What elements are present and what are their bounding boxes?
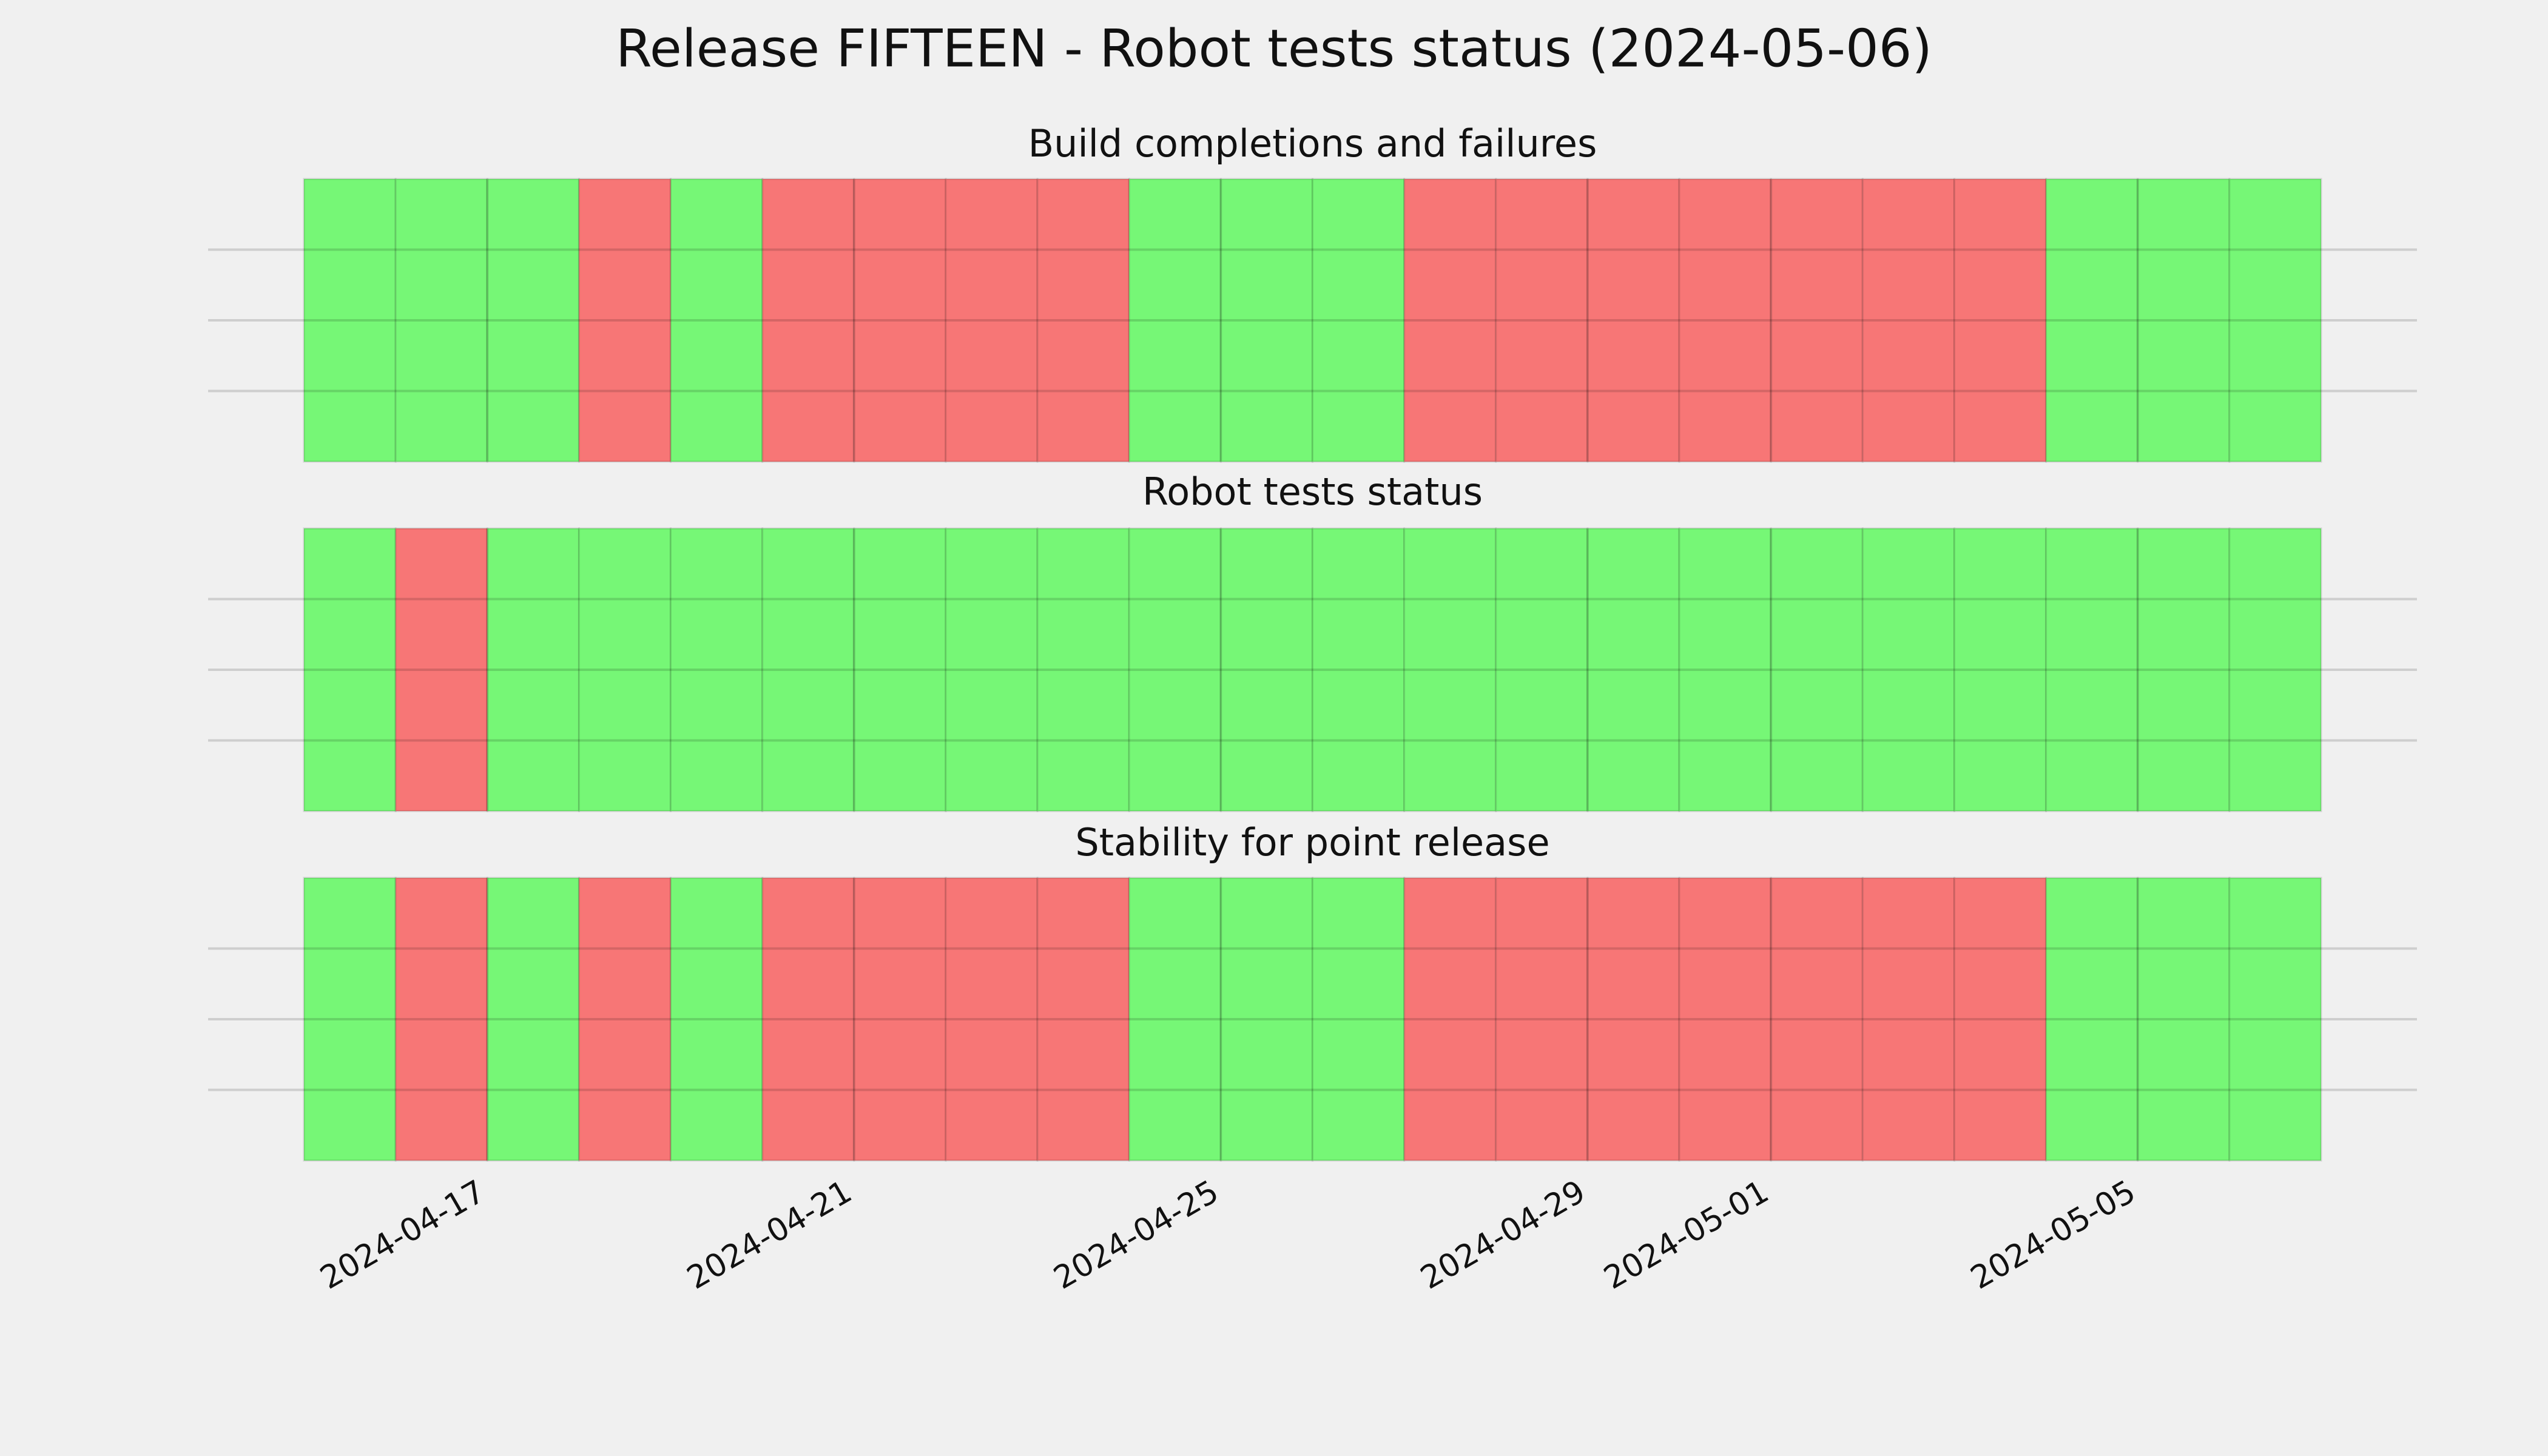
- panel-title: Robot tests status: [1142, 470, 1483, 514]
- status-cell: [2137, 877, 2231, 1162]
- status-cell: [1770, 178, 1864, 463]
- status-cell: [578, 877, 672, 1162]
- status-cell: [394, 877, 488, 1162]
- status-cell: [303, 178, 397, 463]
- x-tick-label: 2024-04-29: [1415, 1173, 1592, 1296]
- status-cell: [2045, 178, 2139, 463]
- status-cell: [2137, 527, 2231, 812]
- status-cell: [1861, 178, 1955, 463]
- status-cell: [1678, 527, 1772, 812]
- x-tick-label: 2024-05-01: [1598, 1173, 1775, 1296]
- status-cell: [945, 178, 1039, 463]
- status-cell: [2228, 178, 2322, 463]
- x-tick-label: 2024-04-25: [1048, 1173, 1225, 1296]
- status-cell: [1861, 527, 1955, 812]
- status-cell: [1128, 178, 1222, 463]
- status-cell: [486, 527, 580, 812]
- status-cell: [1036, 178, 1130, 463]
- panel-title: Stability for point release: [1075, 820, 1549, 864]
- status-cell: [486, 178, 580, 463]
- status-cell: [1403, 877, 1497, 1162]
- status-cell: [945, 877, 1039, 1162]
- status-cell: [670, 527, 764, 812]
- status-cell: [394, 527, 488, 812]
- status-cell: [2045, 527, 2139, 812]
- status-cell: [578, 178, 672, 463]
- status-cell: [761, 527, 855, 812]
- status-cell: [670, 877, 764, 1162]
- status-cell: [1312, 527, 1406, 812]
- status-cell: [1128, 527, 1222, 812]
- status-cell: [1678, 178, 1772, 463]
- status-cell: [2228, 877, 2322, 1162]
- status-cell: [1861, 877, 1955, 1162]
- status-cell: [1495, 527, 1589, 812]
- status-cell: [1219, 527, 1314, 812]
- status-cell: [1312, 178, 1406, 463]
- status-cell: [761, 877, 855, 1162]
- status-cell: [1403, 178, 1497, 463]
- x-tick-label: 2024-05-05: [1965, 1173, 2142, 1296]
- status-cell: [303, 877, 397, 1162]
- status-cell: [1219, 877, 1314, 1162]
- x-tick-label: 2024-04-17: [314, 1173, 491, 1296]
- status-cell: [1953, 877, 2048, 1162]
- status-cell: [853, 178, 947, 463]
- status-cell: [486, 877, 580, 1162]
- x-tick-label: 2024-04-21: [681, 1173, 858, 1296]
- panel-title: Build completions and failures: [1028, 121, 1597, 166]
- status-cell: [1586, 527, 1680, 812]
- chart-title: Release FIFTEEN - Robot tests status (20…: [616, 18, 1932, 79]
- status-cell: [853, 877, 947, 1162]
- status-cell: [1678, 877, 1772, 1162]
- status-cell: [2137, 178, 2231, 463]
- status-cell: [1770, 527, 1864, 812]
- status-cell: [394, 178, 488, 463]
- status-cell: [2045, 877, 2139, 1162]
- status-cell: [1036, 527, 1130, 812]
- status-cell: [303, 527, 397, 812]
- status-cell: [578, 527, 672, 812]
- status-cell: [761, 178, 855, 463]
- status-cell: [670, 178, 764, 463]
- status-cell: [1495, 178, 1589, 463]
- status-cell: [1403, 527, 1497, 812]
- status-cell: [945, 527, 1039, 812]
- status-cell: [2228, 527, 2322, 812]
- status-cell: [1953, 178, 2048, 463]
